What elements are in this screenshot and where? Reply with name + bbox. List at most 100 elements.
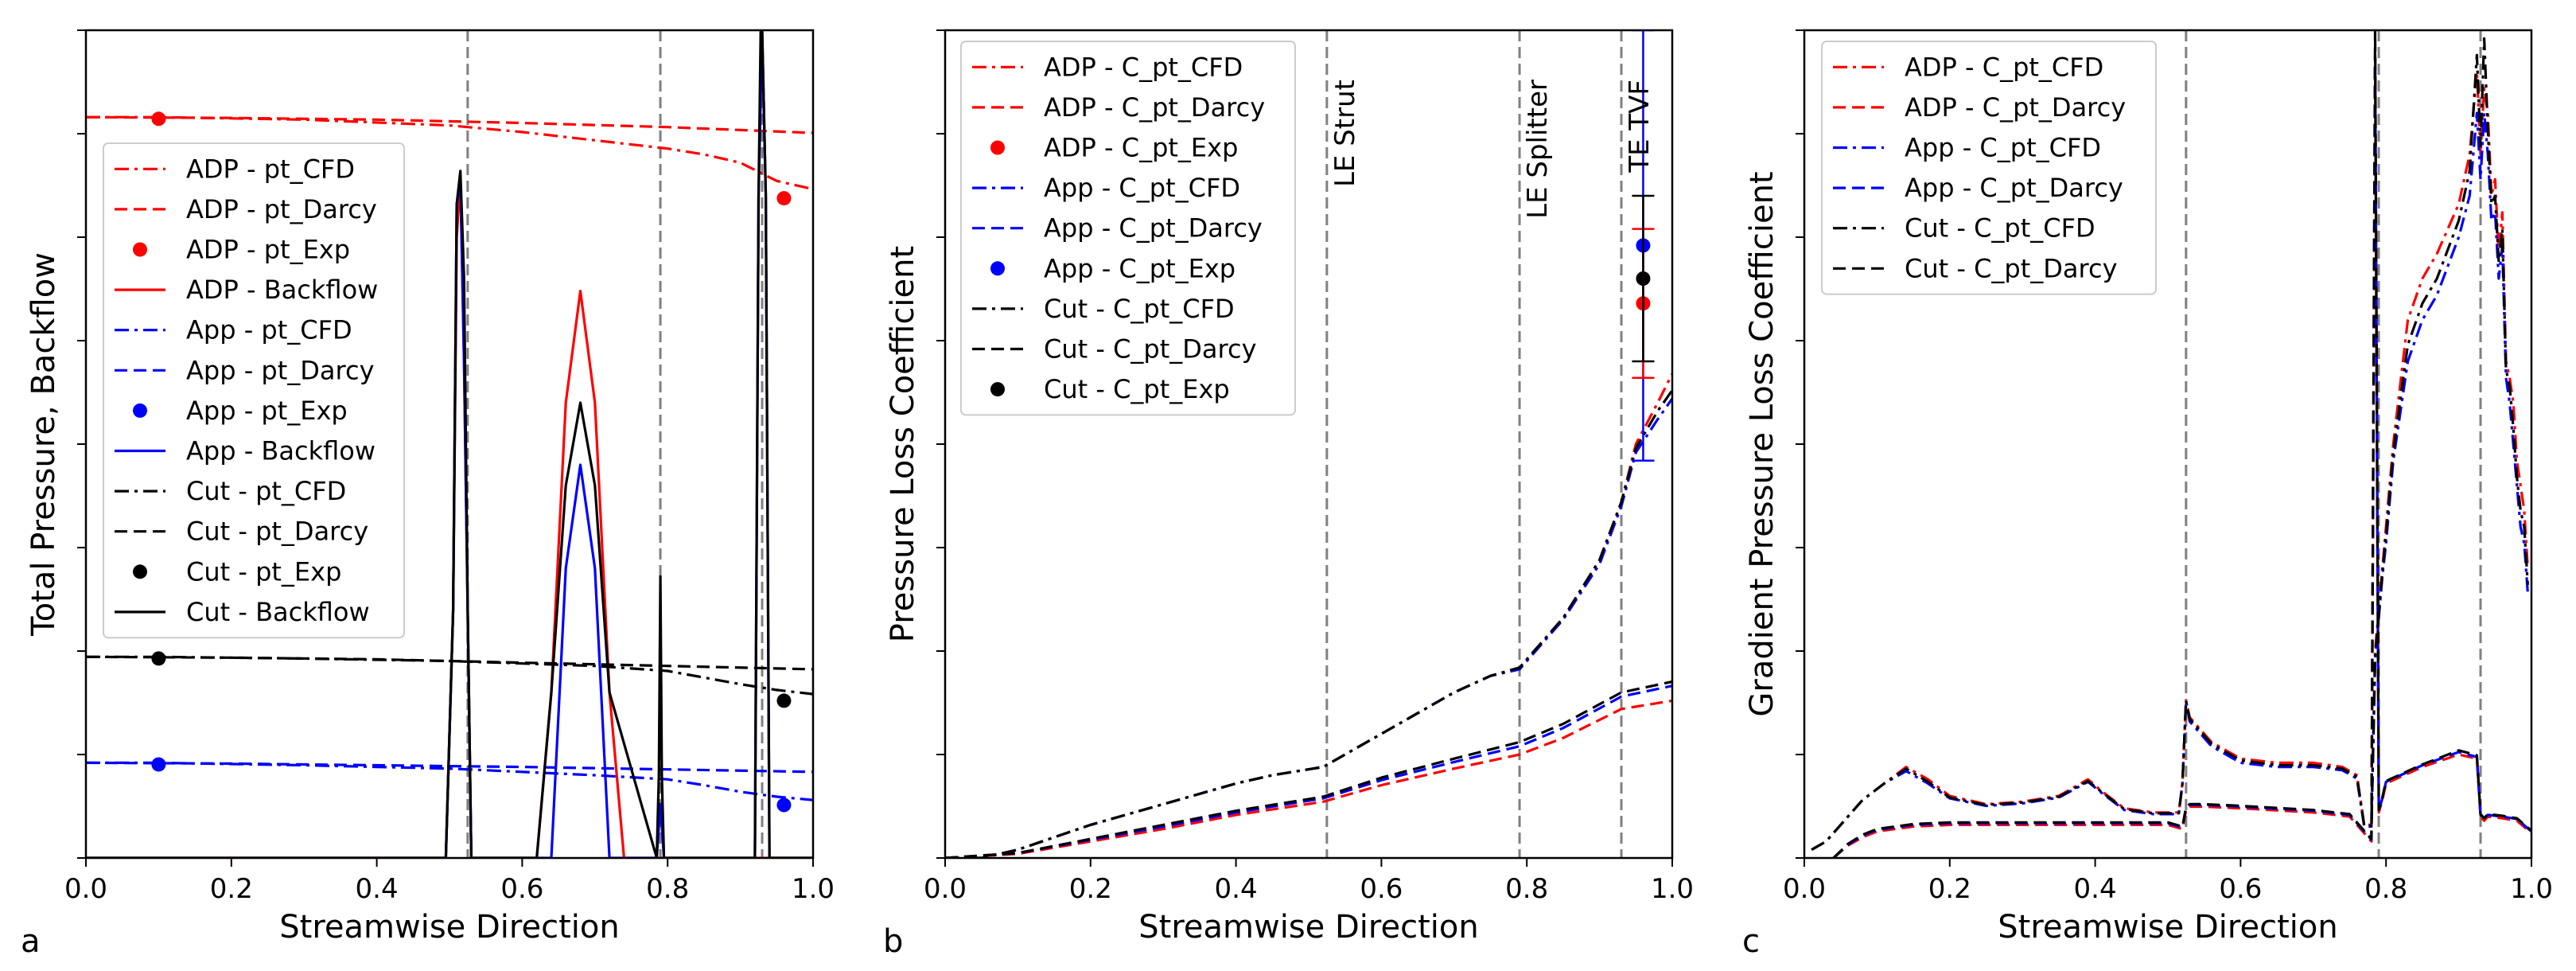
- x-tick-label: 0.6: [1360, 873, 1403, 905]
- x-tick-label: 0.8: [1505, 873, 1548, 905]
- x-tick-label: 0.2: [1069, 873, 1112, 905]
- vline-label-le-splitter: LE Splitter: [1522, 80, 1554, 219]
- legend-marker: [990, 140, 1005, 155]
- legend-item-cut-c-pt-darcy: Cut - C_pt_Darcy: [972, 334, 1257, 365]
- series-cut-c-pt-cfd: [1811, 37, 2529, 851]
- legend-item-adp-c-pt-cfd: ADP - C_pt_CFD: [1833, 52, 2103, 82]
- panel-a-ticks: 0.0 0.2 0.4 0.6 0.8 1.0: [64, 29, 835, 905]
- series-cut-pt-cfd: [86, 655, 813, 696]
- x-tick-label: 0.4: [1215, 873, 1258, 905]
- point-app-pt-exp: [776, 797, 792, 813]
- legend-marker: [133, 242, 147, 257]
- legend-label: Cut - C_pt_CFD: [1905, 213, 2095, 244]
- legend-label: App - C_pt_CFD: [1905, 133, 2101, 163]
- legend-item-app-pt-exp: App - pt_Exp: [133, 396, 348, 426]
- panel-c-label: c: [1742, 923, 1760, 960]
- legend-marker: [133, 403, 147, 418]
- legend-label: App - C_pt_CFD: [1044, 173, 1240, 203]
- panel-b-vline-labels: LE Strut LE Splitter TE TVF: [1329, 80, 1656, 219]
- series-cut-pt-darcy: [86, 655, 813, 671]
- legend-label: ADP - C_pt_Darcy: [1044, 92, 1265, 123]
- legend-item-app-c-pt-cfd: App - C_pt_CFD: [972, 173, 1240, 203]
- panel-a-legend: ADP - pt_CFD ADP - pt_Darcy ADP - pt_Exp AD…: [103, 142, 405, 639]
- panel-a-label: a: [21, 923, 41, 960]
- series-adp-c-pt-darcy: [1832, 70, 2531, 858]
- x-tick-label: 0.6: [500, 873, 543, 905]
- series-adp-c-pt-darcy: [945, 699, 1672, 858]
- legend-label: App - pt_Darcy: [186, 355, 375, 385]
- series-adp-pt-cfd: [86, 115, 813, 191]
- legend-item-cut-c-pt-cfd: Cut - C_pt_CFD: [1833, 213, 2095, 244]
- legend-label: Cut - pt_Darcy: [186, 517, 368, 547]
- vline-label-te-tvf: TE TVF: [1624, 80, 1656, 174]
- legend-item-app-c-pt-cfd: App - C_pt_CFD: [1833, 133, 2101, 163]
- legend-item-cut-backflow: Cut - Backflow: [115, 597, 370, 627]
- legend-label: ADP - C_pt_CFD: [1905, 52, 2103, 82]
- legend-box: [960, 41, 1296, 416]
- legend-item-cut-pt-cfd: Cut - pt_CFD: [115, 476, 346, 506]
- panel-c-ylabel: Gradient Pressure Loss Coefficient: [1744, 171, 1780, 716]
- x-tick-label: 0.0: [64, 873, 107, 905]
- legend-item-adp-backflow: ADP - Backflow: [115, 275, 378, 305]
- legend-label: Cut - Backflow: [186, 597, 370, 627]
- legend-label: ADP - C_pt_Darcy: [1905, 92, 2126, 123]
- point-cut-pt-exp: [151, 651, 166, 666]
- point-cut-pt-exp: [776, 693, 792, 708]
- panel-c-ticks: 0.0 0.2 0.4 0.6 0.8 1.0: [1783, 29, 2553, 905]
- series-cut-c-pt-darcy: [1832, 30, 2531, 858]
- legend-label: Cut - C_pt_Exp: [1044, 374, 1230, 404]
- legend-box: [103, 142, 405, 639]
- legend-item-app-pt-darcy: App - pt_Darcy: [115, 355, 375, 385]
- x-tick-label: 0.4: [2074, 873, 2117, 905]
- legend-item-cut-c-pt-darcy: Cut - C_pt_Darcy: [1833, 253, 2118, 283]
- x-tick-label: 1.0: [2510, 873, 2553, 905]
- legend-item-adp-c-pt-cfd: ADP - C_pt_CFD: [972, 52, 1243, 82]
- panel-c-xlabel: Streamwise Direction: [1998, 909, 2337, 946]
- x-tick-label: 0.4: [356, 873, 399, 905]
- legend-label: App - C_pt_Darcy: [1905, 173, 2123, 203]
- legend-label: Cut - C_pt_CFD: [1044, 294, 1235, 324]
- panel-b-frame: [944, 29, 1674, 860]
- legend-item-app-c-pt-darcy: App - C_pt_Darcy: [972, 213, 1263, 244]
- x-tick-label: 0.2: [210, 873, 253, 905]
- legend-label: Cut - C_pt_Darcy: [1905, 253, 2118, 283]
- legend-label: Cut - pt_CFD: [186, 476, 346, 506]
- legend-marker: [133, 564, 147, 579]
- panel-a-plot: [86, 30, 813, 858]
- legend-item-adp-c-pt-darcy: ADP - C_pt_Darcy: [972, 92, 1265, 123]
- legend-item-adp-pt-darcy: ADP - pt_Darcy: [115, 194, 377, 224]
- legend-marker: [990, 261, 1005, 276]
- series-adp-pt-darcy: [86, 115, 813, 135]
- legend-label: Cut - pt_Exp: [186, 556, 341, 587]
- panel-c-legend: ADP - C_pt_CFD ADP - C_pt_Darcy App - C_pt…: [1821, 41, 2157, 295]
- vline-label-le-strut: LE Strut: [1329, 80, 1361, 187]
- legend-label: ADP - C_pt_CFD: [1044, 52, 1243, 82]
- legend-item-adp-c-pt-exp: ADP - C_pt_Exp: [990, 133, 1238, 163]
- legend-item-adp-pt-cfd: ADP - pt_CFD: [115, 154, 355, 184]
- legend-marker: [990, 382, 1005, 397]
- legend-item-app-c-pt-darcy: App - C_pt_Darcy: [1833, 173, 2123, 203]
- series-app-c-pt-darcy: [945, 684, 1672, 858]
- legend-label: App - C_pt_Darcy: [1044, 213, 1263, 244]
- legend-item-cut-c-pt-exp: Cut - C_pt_Exp: [990, 374, 1230, 404]
- legend-label: ADP - pt_Darcy: [186, 194, 377, 224]
- legend-label: ADP - Backflow: [186, 275, 378, 305]
- series-app-c-pt-cfd: [945, 397, 1672, 858]
- legend-item-app-backflow: App - Backflow: [115, 436, 376, 466]
- legend-label: App - C_pt_Exp: [1044, 253, 1235, 283]
- x-tick-label: 0.8: [2364, 873, 2407, 905]
- legend-label: App - pt_Exp: [186, 396, 348, 426]
- x-tick-label: 0.6: [2219, 873, 2262, 905]
- legend-label: ADP - pt_CFD: [186, 154, 355, 184]
- legend-label: ADP - C_pt_Exp: [1044, 133, 1238, 163]
- legend-label: App - Backflow: [186, 436, 376, 466]
- panel-c-plot: [1811, 30, 2531, 858]
- panel-b-ticks: 0.0 0.2 0.4 0.6 0.8 1.0: [924, 29, 1694, 905]
- series-cut-backflow: [86, 30, 813, 858]
- panel-b-plot: [945, 30, 1672, 858]
- legend-item-cut-pt-exp: Cut - pt_Exp: [133, 556, 341, 587]
- legend-box: [1821, 41, 2157, 295]
- x-tick-label: 0.8: [646, 873, 689, 905]
- x-tick-label: 0.0: [924, 873, 967, 905]
- panel-b-legend: ADP - C_pt_CFD ADP - C_pt_Darcy ADP - C_pt…: [960, 41, 1296, 416]
